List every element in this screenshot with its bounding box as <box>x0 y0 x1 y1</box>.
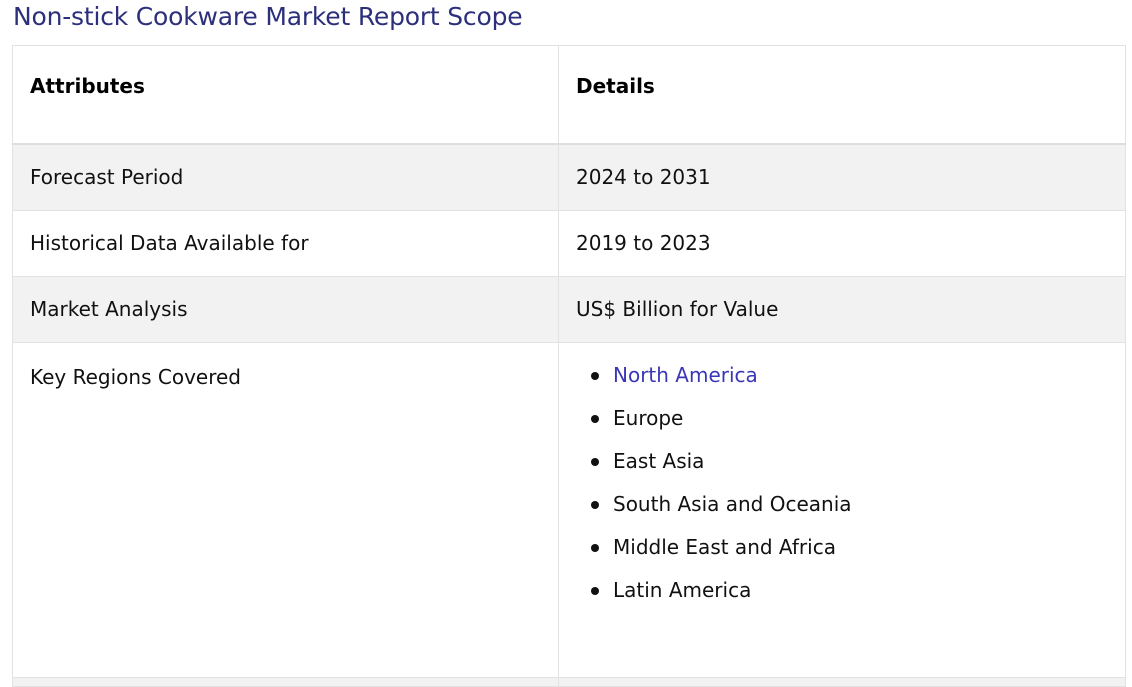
detail-cell: US$ Billion for Value <box>558 275 1126 343</box>
list-item: Middle East and Africa <box>591 535 1125 560</box>
detail-cell <box>558 676 1126 687</box>
attribute-cell <box>12 676 559 687</box>
table-row-next <box>12 676 1126 687</box>
column-header-details: Details <box>558 45 1126 145</box>
list-item: Latin America <box>591 578 1125 603</box>
region-link-north-america[interactable]: North America <box>613 362 758 387</box>
table-row-forecast-period: Forecast Period 2024 to 2031 <box>12 143 1126 211</box>
table-row-key-regions: Key Regions Covered North America Europe… <box>12 341 1126 678</box>
list-item[interactable]: North America <box>591 362 1125 388</box>
report-scope-table: Attributes Details Forecast Period 2024 … <box>12 45 1126 687</box>
column-header-attributes: Attributes <box>12 45 559 145</box>
table-row-market-analysis: Market Analysis US$ Billion for Value <box>12 275 1126 343</box>
attribute-cell: Forecast Period <box>12 143 559 211</box>
list-item: East Asia <box>591 449 1125 474</box>
list-item: South Asia and Oceania <box>591 492 1125 517</box>
detail-cell: North America Europe East Asia South Asi… <box>558 341 1126 678</box>
detail-cell: 2019 to 2023 <box>558 209 1126 277</box>
attribute-cell: Market Analysis <box>12 275 559 343</box>
list-item: Europe <box>591 406 1125 431</box>
detail-cell: 2024 to 2031 <box>558 143 1126 211</box>
page-title: Non-stick Cookware Market Report Scope <box>13 2 523 31</box>
attribute-cell: Historical Data Available for <box>12 209 559 277</box>
regions-list: North America Europe East Asia South Asi… <box>576 363 1125 603</box>
attribute-cell: Key Regions Covered <box>12 341 559 678</box>
table-header-row: Attributes Details <box>12 45 1126 145</box>
table-row-historical-data: Historical Data Available for 2019 to 20… <box>12 209 1126 277</box>
